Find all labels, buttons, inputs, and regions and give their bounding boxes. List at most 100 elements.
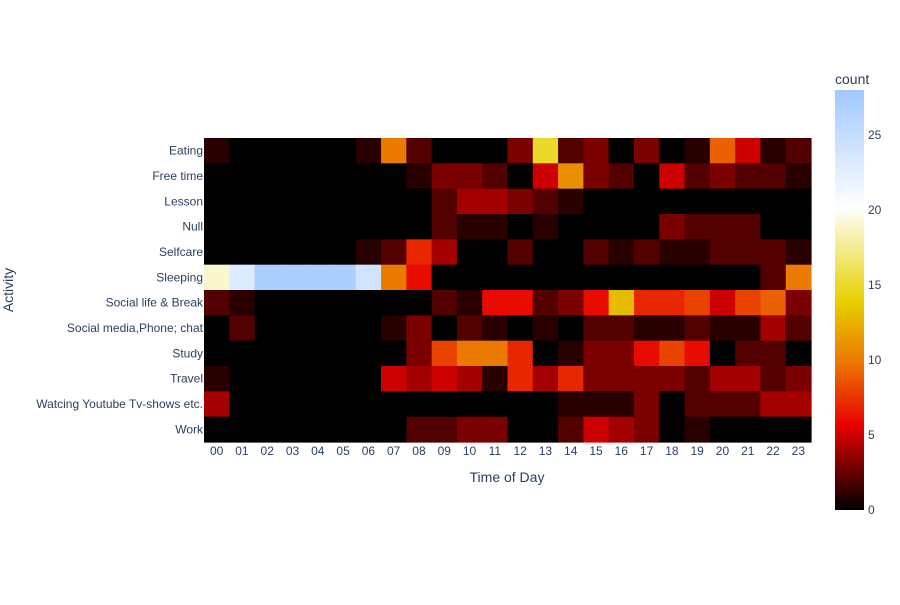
colorbar-tick-label: 15: [868, 278, 882, 292]
y-axis-ticks: Eating Free time Lesson Null Selfcare Sleepin…: [36, 144, 204, 437]
heatmap-cell: [558, 264, 584, 291]
heatmap-cell: [633, 138, 660, 164]
heatmap-cell: [482, 290, 509, 316]
heatmap-cell: [659, 239, 686, 266]
heatmap-cell: [532, 366, 559, 392]
heatmap-cell: [431, 138, 458, 164]
heatmap-cell: [532, 264, 559, 291]
heatmap-cell: [583, 138, 610, 164]
heatmap-cell: [659, 416, 686, 443]
colorbar-gradient: [835, 90, 864, 510]
heatmap-cell: [507, 188, 534, 215]
heatmap-cell: [608, 315, 635, 342]
heatmap-cell: [633, 340, 660, 367]
heatmap-cell: [633, 391, 660, 418]
heatmap-cell: [279, 239, 306, 266]
heatmap-cell: [406, 239, 433, 266]
heatmap-cell: [583, 340, 610, 367]
heatmap-cell: [204, 315, 230, 342]
heatmap-cell: [709, 138, 736, 164]
heatmap-cell: [330, 214, 357, 240]
heatmap-cell: [456, 239, 483, 266]
heatmap-cell: [507, 366, 534, 392]
heatmap-cell: [558, 340, 584, 367]
heatmap-cell: [355, 290, 382, 316]
x-tick-label: 05: [336, 444, 350, 458]
heatmap-cell: [735, 391, 762, 418]
heatmap-cell: [684, 315, 711, 342]
heatmap-cell: [482, 391, 509, 418]
heatmap-cell: [456, 290, 483, 316]
heatmap-cell: [532, 138, 559, 164]
heatmap-cell: [684, 391, 711, 418]
heatmap-cell: [583, 416, 610, 443]
heatmap-cell: [381, 340, 407, 367]
heatmap-cell: [456, 340, 483, 367]
heatmap-cell: [456, 163, 483, 190]
y-tick-label: Social life & Break: [106, 296, 204, 310]
heatmap-cell: [279, 391, 306, 418]
heatmap-cell: [431, 239, 458, 266]
heatmap-cell: [406, 290, 433, 316]
x-tick-label: 01: [235, 444, 249, 458]
x-tick-label: 17: [640, 444, 654, 458]
heatmap-cell: [684, 138, 711, 164]
heatmap-cell: [735, 138, 762, 164]
heatmap-cell: [482, 264, 509, 291]
heatmap-cell: [633, 416, 660, 443]
heatmap-cell: [709, 290, 736, 316]
heatmap-cell: [330, 163, 357, 190]
heatmap-cell: [279, 416, 306, 443]
heatmap-cell: [254, 391, 281, 418]
x-tick-label: 14: [564, 444, 578, 458]
heatmap-cell: [633, 290, 660, 316]
heatmap-cell: [431, 264, 458, 291]
colorbar-tick-label: 0: [868, 503, 875, 517]
heatmap-cell: [355, 188, 382, 215]
heatmap-cell: [204, 340, 230, 367]
heatmap-cell: [381, 264, 407, 291]
y-tick-label: Study: [172, 346, 203, 360]
heatmap-cell: [482, 416, 509, 443]
heatmap-cell: [330, 188, 357, 215]
x-tick-label: 09: [438, 444, 452, 458]
heatmap-cell: [406, 163, 433, 190]
heatmap-cell: [735, 315, 762, 342]
x-tick-label: 15: [589, 444, 603, 458]
heatmap-cell: [507, 163, 534, 190]
x-tick-label: 13: [539, 444, 553, 458]
heatmap-cell: [760, 138, 787, 164]
heatmap-cell: [355, 416, 382, 443]
heatmap-cell: [785, 416, 812, 443]
heatmap-cell: [330, 315, 357, 342]
heatmap-cell: [558, 138, 584, 164]
heatmap-cell: [785, 340, 812, 367]
heatmap-cell: [204, 290, 230, 316]
heatmap-cell: [684, 340, 711, 367]
heatmap-cell: [305, 340, 332, 367]
heatmap-cell: [785, 163, 812, 190]
heatmap-cell: [760, 340, 787, 367]
heatmap-cell: [229, 391, 256, 418]
heatmap-cell: [608, 214, 635, 240]
heatmap-cell: [659, 214, 686, 240]
heatmap-cell: [709, 188, 736, 215]
y-tick-label: Lesson: [164, 194, 203, 208]
heatmap-cell: [229, 416, 256, 443]
heatmap-cell: [204, 239, 230, 266]
x-axis-ticks: 00 01 02 03 04 05 06 07 08 09 10 11 12 13 14 15 16 17 18 19…: [210, 444, 805, 458]
heatmap-cell: [279, 264, 306, 291]
heatmap-cell: [381, 391, 407, 418]
heatmap-cell: [709, 340, 736, 367]
heatmap-cell: [659, 264, 686, 291]
heatmap-cell: [482, 188, 509, 215]
heatmap-cell: [254, 188, 281, 215]
x-tick-label: 20: [716, 444, 730, 458]
x-tick-label: 12: [513, 444, 527, 458]
y-tick-label: Sleeping: [156, 270, 203, 284]
heatmap-cell: [507, 340, 534, 367]
heatmap-cell: [406, 416, 433, 443]
heatmap-cell: [735, 340, 762, 367]
heatmap-cell: [279, 315, 306, 342]
